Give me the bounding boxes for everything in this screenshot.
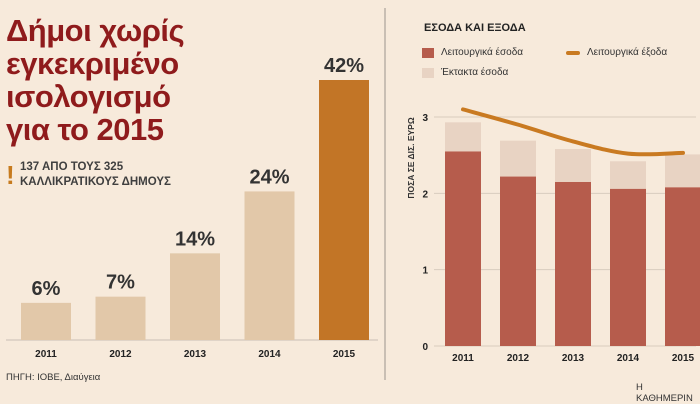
left-x-tick-2013: 2013: [184, 349, 207, 360]
left-value-label-2013: 14%: [175, 228, 215, 250]
left-bar-2011: [21, 302, 71, 340]
right-y-tick-2: 2: [422, 189, 428, 200]
right-chart-title: ΕΣΟΔΑ ΚΑΙ ΕΞΟΔΑ: [424, 22, 526, 34]
left-value-label-2014: 24%: [249, 166, 289, 188]
legend-op-expense: Λειτουργικά έξοδα: [566, 47, 667, 58]
right-bar-op-revenue-2011: [445, 151, 481, 346]
left-bar-2013: [170, 253, 220, 340]
legend-extra-revenue: Έκτακτα έσοδα: [422, 67, 508, 78]
right-x-tick-2015: 2015: [672, 353, 695, 364]
exclamation-icon: !: [6, 160, 15, 190]
right-x-tick-2014: 2014: [617, 353, 640, 364]
left-chart-note: 137 ΑΠΟ ΤΟΥΣ 325 ΚΑΛΛΙΚΡΑΤΙΚΟΥΣ ΔΗΜΟΥΣ: [20, 161, 171, 188]
right-bar-extra-revenue-2015: [665, 154, 700, 188]
right-y-tick-1: 1: [422, 266, 428, 277]
right-x-tick-2012: 2012: [507, 353, 530, 364]
legend-swatch-op-revenue: [422, 47, 434, 58]
legend-label-op-expense: Λειτουργικά έξοδα: [587, 47, 668, 58]
left-x-tick-2015: 2015: [333, 349, 356, 360]
right-bar-op-revenue-2015: [665, 187, 700, 346]
right-bar-extra-revenue-2013: [555, 149, 591, 182]
right-bar-extra-revenue-2012: [500, 140, 536, 177]
right-bar-extra-revenue-2014: [610, 161, 646, 189]
left-value-label-2015: 42%: [324, 55, 364, 77]
left-bar-2015: [319, 80, 369, 340]
publisher-credit: Η ΚΑΘΗΜΕΡΙΝ: [636, 382, 693, 404]
left-x-tick-2012: 2012: [109, 349, 132, 360]
left-bar-2014: [244, 191, 295, 340]
left-x-tick-2014: 2014: [258, 349, 281, 360]
right-panel: [392, 0, 700, 404]
left-value-label-2012: 7%: [106, 272, 135, 294]
right-x-tick-2011: 2011: [452, 353, 474, 364]
right-bar-op-revenue-2013: [555, 181, 591, 346]
left-bar-2012: [95, 296, 146, 340]
panel-divider: [384, 8, 386, 380]
right-bar-op-revenue-2014: [610, 188, 646, 346]
legend-op-revenue: Λειτουργικά έσοδα: [422, 47, 523, 58]
legend-swatch-extra-revenue: [422, 67, 434, 78]
right-bar-op-revenue-2012: [500, 176, 536, 346]
left-value-label-2011: 6%: [32, 278, 61, 300]
source-note: ΠΗΓΗ: ΙΟΒΕ, Διαύγεια: [6, 372, 101, 383]
right-y-axis-label: ΠΟΣΑ ΣΕ ΔΙΣ. ΕΥΡΩ: [406, 117, 416, 198]
right-bar-extra-revenue-2011: [445, 122, 481, 152]
right-y-tick-0: 0: [422, 342, 428, 353]
legend-label-op-revenue: Λειτουργικά έσοδα: [441, 47, 524, 58]
legend-swatch-op-expense: [566, 50, 580, 55]
right-x-tick-2013: 2013: [562, 353, 585, 364]
left-x-tick-2011: 2011: [35, 349, 57, 360]
legend-label-extra-revenue: Έκτακτα έσοδα: [441, 67, 509, 78]
right-line-op-expense: [461, 107, 685, 157]
right-y-tick-3: 3: [422, 113, 428, 124]
left-chart-title: Δήμοι χωρίς εγκεκριμένο ισολογισμό για τ…: [6, 13, 185, 147]
